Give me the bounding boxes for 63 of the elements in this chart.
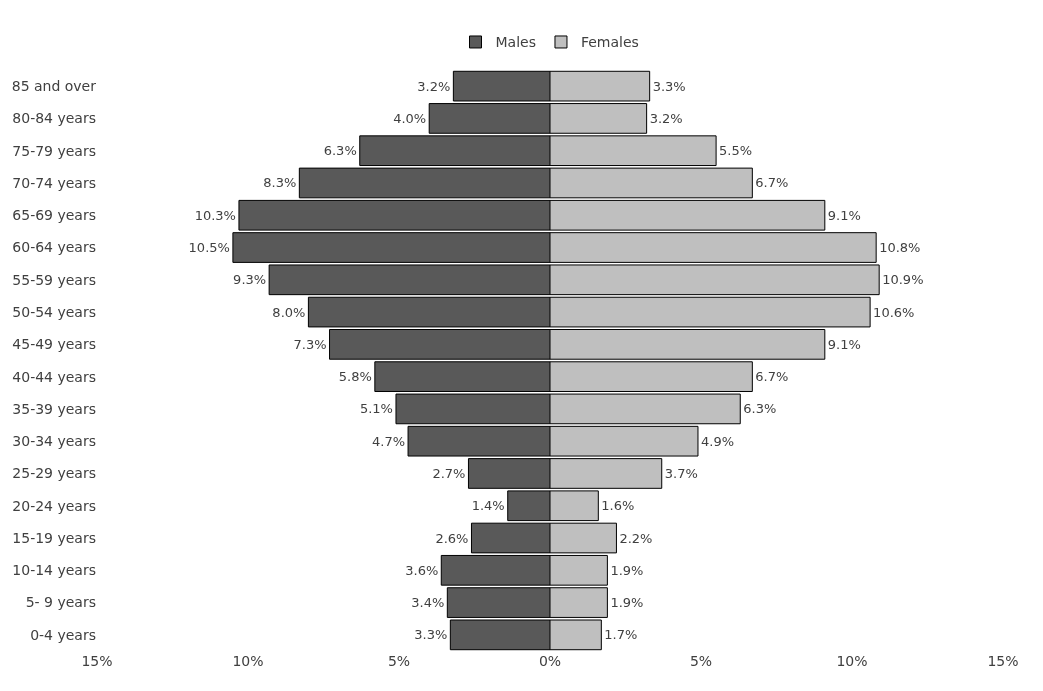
- legend-label: Females: [580, 34, 639, 51]
- data-label: 5.8%: [338, 369, 372, 385]
- x-tick-label: 10%: [232, 653, 264, 669]
- data-label: 3.4%: [411, 595, 445, 611]
- x-tick-label: 15%: [81, 653, 113, 669]
- y-tick-label: 25-29 years: [12, 465, 96, 482]
- data-label: 6.3%: [743, 401, 777, 417]
- y-tick-label: 50-54 years: [12, 303, 96, 320]
- data-label: 3.6%: [405, 562, 439, 578]
- y-tick-label: 70-74 years: [12, 174, 96, 191]
- data-label: 3.7%: [664, 465, 698, 481]
- data-label: 10.3%: [194, 207, 236, 223]
- data-label: 1.9%: [610, 595, 644, 611]
- y-tick-label: 35-39 years: [12, 400, 96, 417]
- y-tick-label: 40-44 years: [12, 368, 96, 385]
- data-label: 1.9%: [610, 562, 644, 578]
- x-tick-label: 5%: [689, 653, 713, 669]
- y-tick-label: 85 and over: [11, 78, 97, 95]
- data-label: 5.5%: [719, 143, 753, 159]
- y-tick-label: 80-84 years: [12, 110, 96, 127]
- y-tick-label: 55-59 years: [12, 271, 96, 288]
- y-tick-label: 20-24 years: [12, 497, 96, 514]
- data-label: 2.6%: [435, 530, 469, 546]
- data-label: 9.1%: [827, 336, 861, 352]
- data-label: 10.9%: [882, 272, 924, 288]
- data-label: 8.3%: [263, 175, 297, 191]
- y-tick-label: 60-64 years: [12, 239, 96, 256]
- data-label: 10.5%: [188, 240, 230, 256]
- data-label: 3.3%: [652, 78, 686, 94]
- data-label: 1.4%: [471, 498, 505, 514]
- data-label: 1.6%: [601, 498, 635, 514]
- data-label: 10.6%: [873, 304, 915, 320]
- y-tick-label: 5- 9 years: [25, 594, 96, 611]
- data-label: 9.1%: [827, 207, 861, 223]
- data-label: 6.3%: [323, 143, 357, 159]
- data-label: 8.0%: [272, 304, 306, 320]
- data-label: 2.7%: [432, 465, 466, 481]
- data-label: 9.3%: [233, 272, 267, 288]
- data-label: 7.3%: [293, 336, 327, 352]
- y-tick-label: 15-19 years: [12, 529, 96, 546]
- x-tick-label: 10%: [836, 653, 868, 669]
- y-tick-label: 0-4 years: [30, 626, 96, 643]
- data-label: 10.8%: [879, 240, 921, 256]
- data-label: 4.7%: [372, 433, 406, 449]
- data-label: 4.0%: [393, 110, 427, 126]
- data-label: 2.2%: [619, 530, 653, 546]
- y-tick-label: 65-69 years: [12, 207, 96, 224]
- data-label: 3.3%: [414, 627, 448, 643]
- data-label: 1.7%: [604, 627, 638, 643]
- data-label: 4.9%: [700, 433, 735, 449]
- x-tick-label: 15%: [987, 653, 1019, 669]
- data-label: 6.7%: [755, 369, 789, 385]
- legend-label: Males: [495, 34, 536, 51]
- y-tick-label: 75-79 years: [12, 142, 96, 159]
- data-label: 3.2%: [649, 110, 683, 126]
- data-label: 6.7%: [755, 175, 789, 191]
- data-label: 5.1%: [359, 401, 393, 417]
- x-tick-label: 5%: [387, 653, 411, 669]
- data-label: 3.2%: [417, 78, 451, 94]
- y-tick-label: 30-34 years: [12, 433, 96, 450]
- x-tick-label: 0%: [538, 653, 562, 669]
- y-tick-label: 45-49 years: [12, 336, 96, 353]
- y-tick-label: 10-14 years: [12, 562, 96, 579]
